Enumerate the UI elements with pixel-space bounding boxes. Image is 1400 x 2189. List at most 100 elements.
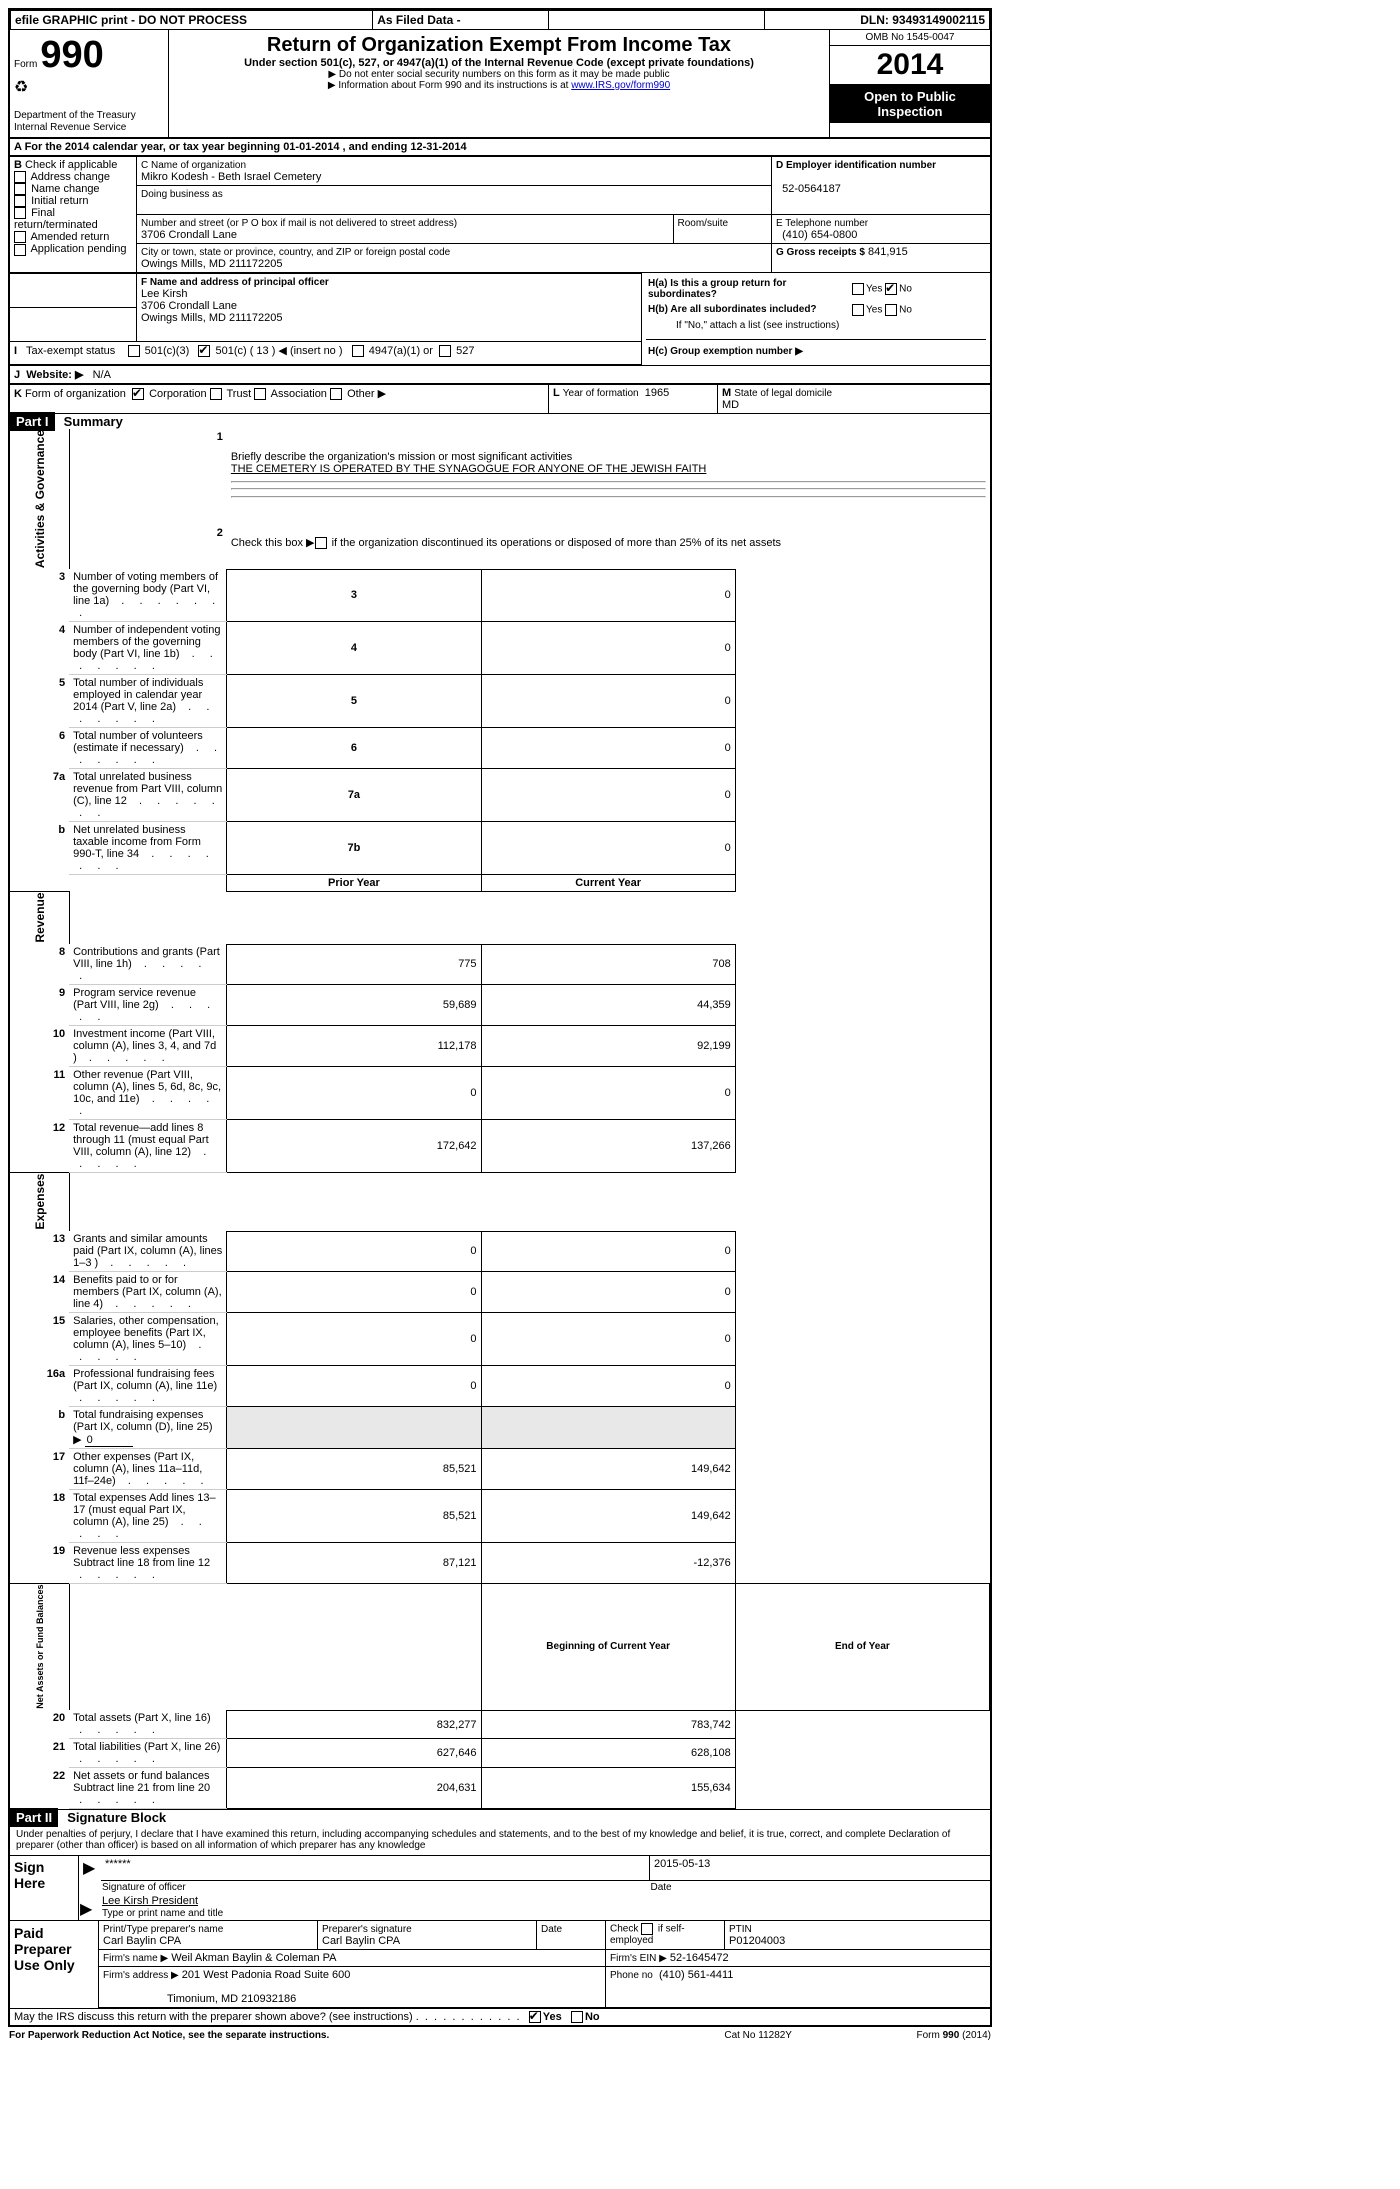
checkbox-hb-no[interactable] [885, 304, 897, 316]
line-desc: Total number of individuals employed in … [69, 675, 227, 728]
checkbox-501c[interactable] [198, 345, 210, 357]
checkbox-trust[interactable] [210, 388, 222, 400]
firm-addr2: Timonium, MD 210932186 [167, 1993, 296, 2005]
line-py: 775 [227, 944, 481, 985]
line-num: 4 [10, 622, 69, 675]
line-key: 7a [227, 769, 481, 822]
irs-link[interactable]: www.IRS.gov/form990 [571, 80, 670, 91]
checkbox-527[interactable] [439, 345, 451, 357]
col-eoy: End of Year [735, 1584, 989, 1711]
line-cy: 0 [481, 1366, 735, 1407]
line-desc: Other revenue (Part VIII, column (A), li… [69, 1067, 227, 1120]
gross-receipts: 841,915 [868, 246, 908, 258]
discuss-text: May the IRS discuss this return with the… [14, 2011, 413, 2023]
summary-row: 19 Revenue less expenses Subtract line 1… [10, 1543, 990, 1584]
summary-row: 16a Professional fundraising fees (Part … [10, 1366, 990, 1407]
checkbox-address-change[interactable] [14, 171, 26, 183]
line-num: 21 [10, 1739, 69, 1768]
line-cy: 783,742 [481, 1710, 735, 1739]
line-num: 13 [10, 1231, 69, 1272]
form-990-page: efile GRAPHIC print - DO NOT PROCESS As … [8, 8, 992, 2027]
checkbox-pending[interactable] [14, 244, 26, 256]
side-exp: Expenses [10, 1173, 69, 1232]
year-formation-label: Year of formation [563, 388, 639, 399]
q1-value: THE CEMETERY IS OPERATED BY THE SYNAGOGU… [231, 463, 707, 475]
checkbox-other[interactable] [330, 388, 342, 400]
line-cy: 92,199 [481, 1026, 735, 1067]
cat-no: Cat No 11282Y [685, 2029, 831, 2042]
discuss-no: No [585, 2011, 600, 2023]
section-l-label: L [553, 387, 560, 399]
checkbox-discuss-yes[interactable] [529, 2011, 541, 2023]
line-num: 14 [10, 1272, 69, 1313]
line-key: 6 [227, 728, 481, 769]
line-py: 87,121 [227, 1543, 481, 1584]
ha-label: H(a) Is this a group return for subordin… [648, 278, 786, 300]
sections-bcdefg-row: B Check if applicable Address change Nam… [9, 156, 991, 274]
dept-treasury: Department of the Treasury [14, 110, 136, 121]
domicile-label: State of legal domicile [734, 388, 832, 399]
label-501c3: 501(c)(3) [145, 345, 190, 357]
ptin-value: P01204003 [729, 1935, 785, 1947]
line-desc: Contributions and grants (Part VIII, lin… [69, 944, 227, 985]
checkbox-ha-yes[interactable] [852, 283, 864, 295]
q2-text: Check this box ▶ if the organization dis… [231, 537, 781, 549]
street-label: Number and street (or P O box if mail is… [141, 218, 457, 229]
line-py: 0 [227, 1067, 481, 1120]
checkbox-final-return[interactable] [14, 207, 26, 219]
side-na: Net Assets or Fund Balances [10, 1584, 69, 1711]
discuss-dots: . . . . . . . . . . . . [416, 2011, 526, 2023]
section-h-table: H(a) Is this a group return for subordin… [646, 276, 986, 363]
prep-sig-label: Preparer's signature [322, 1924, 412, 1935]
line-num: 10 [10, 1026, 69, 1067]
tax-year: 2014 [830, 46, 990, 85]
efile-notice: efile GRAPHIC print - DO NOT PROCESS [11, 11, 373, 30]
line-cy: 0 [481, 1272, 735, 1313]
dln-cell: DLN: 93493149002115 [764, 11, 989, 30]
sections-fh: F Name and address of principal officer … [10, 273, 990, 365]
prep-name: Carl Baylin CPA [103, 1935, 181, 1947]
checkbox-501c3[interactable] [128, 345, 140, 357]
summary-row: 5 Total number of individuals employed i… [10, 675, 990, 728]
line-val: 0 [481, 569, 735, 622]
firm-ein: 52-1645472 [670, 1952, 729, 1964]
form-label: Form [14, 59, 37, 70]
line-16b-value: 0 [85, 1434, 133, 1447]
line-num: 6 [10, 728, 69, 769]
open-public: Open to Public Inspection [830, 85, 990, 123]
line-num: 11 [10, 1067, 69, 1120]
line-py: 112,178 [227, 1026, 481, 1067]
line-key: 4 [227, 622, 481, 675]
checkbox-assoc[interactable] [254, 388, 266, 400]
line-num: 9 [10, 985, 69, 1026]
city-value: Owings Mills, MD 211172205 [141, 258, 282, 270]
line-num: 5 [10, 675, 69, 728]
checkbox-discontinued[interactable] [315, 537, 327, 549]
checkbox-hb-yes[interactable] [852, 304, 864, 316]
checkbox-discuss-no[interactable] [571, 2011, 583, 2023]
paid-preparer-label: Paid Preparer Use Only [10, 1920, 99, 2007]
room-label: Room/suite [678, 218, 729, 229]
checkbox-ha-no[interactable] [885, 283, 897, 295]
checkbox-name-change[interactable] [14, 183, 26, 195]
line-cy: 708 [481, 944, 735, 985]
prep-name-label: Print/Type preparer's name [103, 1924, 223, 1935]
line-val: 0 [481, 822, 735, 875]
topbar: efile GRAPHIC print - DO NOT PROCESS As … [10, 10, 990, 30]
checkbox-4947[interactable] [352, 345, 364, 357]
checkbox-corp[interactable] [132, 388, 144, 400]
line-num: 17 [10, 1449, 69, 1490]
dln-label: DLN: [860, 13, 889, 27]
part1-table: Activities & Governance 1 Briefly descri… [10, 429, 990, 1809]
line-cy: 0 [481, 1231, 735, 1272]
checkbox-amended[interactable] [14, 231, 26, 243]
form-footer: Form 990 (2014) [831, 2029, 992, 2042]
officer-name: Lee Kirsh [141, 288, 187, 300]
label-other: Other ▶ [347, 388, 386, 400]
street-value: 3706 Crondall Lane [141, 229, 237, 241]
checkbox-initial-return[interactable] [14, 195, 26, 207]
line-desc: Total expenses Add lines 13–17 (must equ… [69, 1490, 227, 1543]
sign-arrow-1: ▶ [79, 1856, 102, 1881]
checkbox-self-employed[interactable] [641, 1923, 653, 1935]
line-py: 832,277 [227, 1710, 481, 1739]
